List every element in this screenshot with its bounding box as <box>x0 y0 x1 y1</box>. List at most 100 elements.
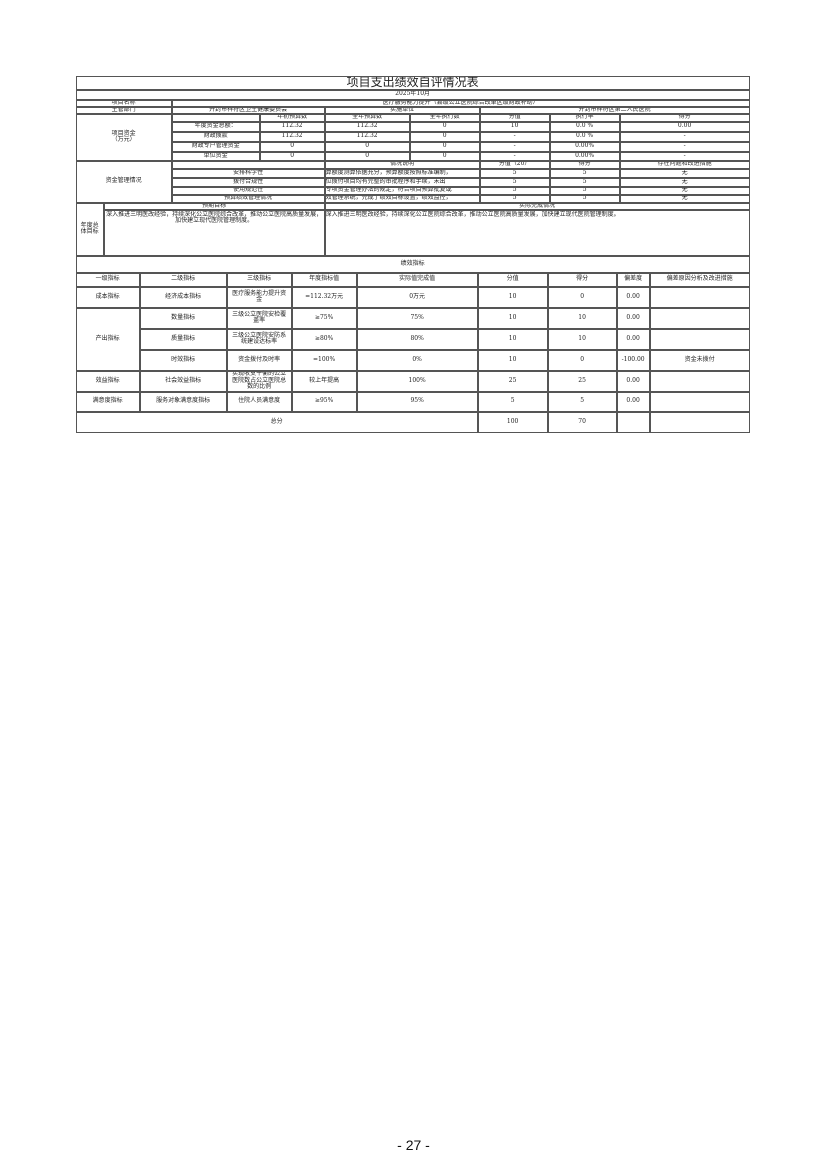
perf-l3: 实现收支平衡的公立医院数占公立医院总数的比例 <box>226 370 292 392</box>
mgmt-issue: 无 <box>619 194 750 203</box>
perf-l2: 时效指标 <box>139 349 227 371</box>
perf-l2: 数量指标 <box>139 307 227 329</box>
perf-got: 0 <box>547 286 617 308</box>
perf-score: 5 <box>477 391 548 412</box>
level1-output: 产出指标 <box>75 307 140 371</box>
funds-value: 10 <box>479 121 550 132</box>
perf-reason <box>649 328 750 350</box>
impl-name: 开封市祥符区第二人民医院 <box>479 106 750 114</box>
funds-row-label: 单位资金 <box>171 151 260 161</box>
level1-benefit: 效益指标 <box>75 370 140 392</box>
funds-value: 112.32 <box>324 121 410 132</box>
perf-score: 10 <box>477 307 548 329</box>
report-date: 2025年10月 <box>75 89 750 100</box>
mgmt-issue: 无 <box>619 177 750 187</box>
perf-target: ≥75% <box>291 307 357 329</box>
mgmt-desc: 算额度测算依据充分，预算额度按照标准编制， <box>324 168 480 178</box>
funds-value: 0 <box>409 131 480 142</box>
perf-header: 偏差原因分析及改进措施 <box>649 272 750 287</box>
funds-header: 得分 <box>619 113 750 122</box>
funds-row-label: 财政拨款 <box>171 131 260 142</box>
perf-got: 0 <box>547 349 617 371</box>
label-dept: 主管部门 <box>75 106 172 114</box>
total-blank <box>649 411 750 433</box>
mgmt-header-blank <box>171 160 325 169</box>
label-project-name: 项目名称 <box>75 99 172 107</box>
perf-dev: 0.00 <box>616 391 650 412</box>
perf-l3: 资金拨付及时率 <box>226 349 292 371</box>
perf-l3: 三级公立医院安检覆盖率 <box>226 307 292 329</box>
perf-reason <box>649 307 750 329</box>
mgmt-issue: 无 <box>619 186 750 195</box>
perf-header: 偏差度 <box>616 272 650 287</box>
mgmt-score: 5 <box>479 168 550 178</box>
perf-reason: 资金未拨付 <box>649 349 750 371</box>
perf-score: 10 <box>477 349 548 371</box>
perf-header: 三级指标 <box>226 272 292 287</box>
mgmt-header: 存在问题和改进措施 <box>619 160 750 169</box>
label-actual: 实际完成情况 <box>324 202 750 210</box>
perf-actual: 0万元 <box>356 286 478 308</box>
funds-value: 0 <box>324 141 410 152</box>
mgmt-desc: 专项资金管理办法的规定，符合项目预算批复或 <box>324 186 480 195</box>
perf-actual: 75% <box>356 307 478 329</box>
perf-target: =112.32万元 <box>291 286 357 308</box>
funds-row-label: 年度资金总额： <box>171 121 260 132</box>
label-funds: 项目资金 （万元） <box>75 113 172 161</box>
perf-dev: 0.00 <box>616 286 650 308</box>
perf-actual: 95% <box>356 391 478 412</box>
perf-reason <box>649 286 750 308</box>
level1-satisfaction: 满意度指标 <box>75 391 140 412</box>
funds-value: 112.32 <box>259 121 325 132</box>
mgmt-issue: 无 <box>619 168 750 178</box>
funds-value: 0.00 <box>619 121 750 132</box>
label-impl: 实施单位 <box>324 106 480 114</box>
funds-value: 0 <box>409 151 480 161</box>
perf-dev: 0.00 <box>616 370 650 392</box>
perf-l3: 医疗服务能力提升资金 <box>226 286 292 308</box>
perf-target: ≥95% <box>291 391 357 412</box>
perf-score: 10 <box>477 328 548 350</box>
mgmt-got: 5 <box>549 186 620 195</box>
perf-header: 得分 <box>547 272 617 287</box>
mgmt-got: 5 <box>549 194 620 203</box>
level1-cost: 成本指标 <box>75 286 140 308</box>
label-annual-goal: 年度总体目标 <box>75 202 104 256</box>
project-name: 医疗服务能力提升（县级公立医院综合改革区级财政补助） <box>171 99 750 107</box>
perf-got: 25 <box>547 370 617 392</box>
perf-header: 年度指标值 <box>291 272 357 287</box>
funds-header-blank <box>171 113 260 122</box>
total-label: 总分 <box>75 411 478 433</box>
mgmt-got: 5 <box>549 168 620 178</box>
perf-actual: 100% <box>356 370 478 392</box>
funds-header: 分值 <box>479 113 550 122</box>
perf-dev: 0.00 <box>616 307 650 329</box>
perf-reason <box>649 370 750 392</box>
funds-value: 0 <box>324 151 410 161</box>
funds-value: 0.0 % <box>549 121 620 132</box>
funds-value: 0.00% <box>549 141 620 152</box>
funds-value: 0 <box>409 121 480 132</box>
funds-value: - <box>619 141 750 152</box>
perf-l3: 三级公立医院安防系统建设达标率 <box>226 328 292 350</box>
total-score: 100 <box>477 411 548 433</box>
total-got: 70 <box>547 411 617 433</box>
mgmt-score: 5 <box>479 186 550 195</box>
perf-header: 一级指标 <box>75 272 140 287</box>
label-expected: 预期目标 <box>103 202 325 210</box>
mgmt-desc: 位拨付项目均有完整的审批程序和手续，未出 <box>324 177 480 187</box>
expected-goal: 深入推进三明医改经验，持续深化公立医院综合改革，推动公立医院高质量发展，加快建立… <box>103 209 325 256</box>
funds-header: 全年预算数 <box>324 113 410 122</box>
perf-target: =100% <box>291 349 357 371</box>
dept-name: 开封市祥符区卫生健康委员会 <box>171 106 325 114</box>
perf-header: 分值 <box>477 272 548 287</box>
perf-reason <box>649 391 750 412</box>
funds-value: 0 <box>259 141 325 152</box>
mgmt-header: 得分 <box>549 160 620 169</box>
perf-l2: 社会效益指标 <box>139 370 227 392</box>
mgmt-desc: 效管理系统，完成了绩效目标设置，绩效监控， <box>324 194 480 203</box>
mgmt-score: 5 <box>479 194 550 203</box>
perf-header: 实际值完成值 <box>356 272 478 287</box>
table-title: 项目支出绩效自评情况表 <box>75 75 750 90</box>
funds-value: 0 <box>409 141 480 152</box>
